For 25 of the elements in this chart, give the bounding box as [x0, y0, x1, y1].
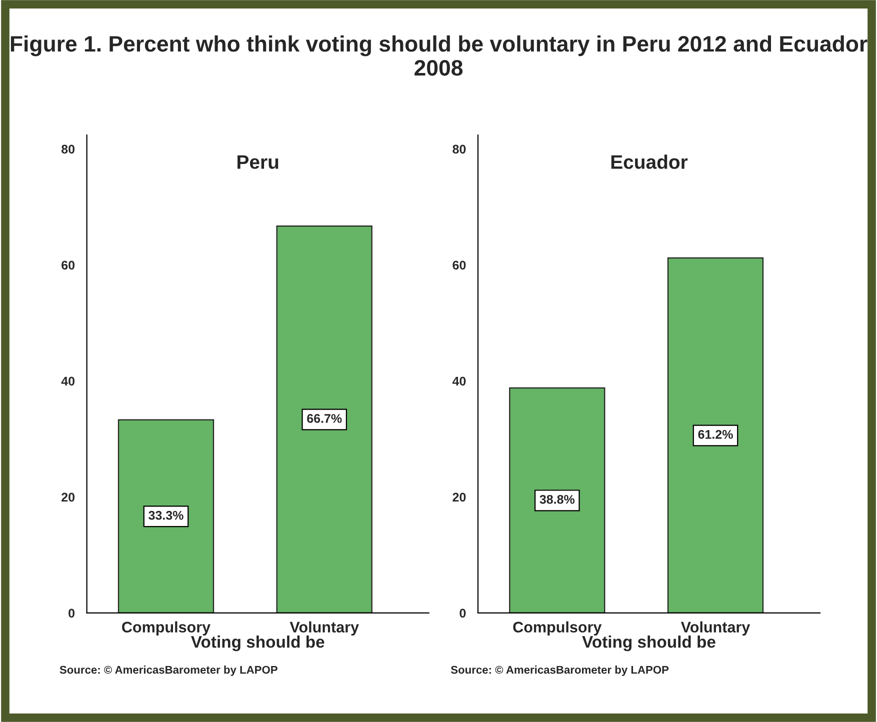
y-tick-label: 0 [68, 608, 75, 618]
data-label: 38.8% [540, 494, 575, 504]
source-note: Source: © AmericasBarometer by LAPOP [450, 666, 669, 676]
x-axis-title: Voting should be [190, 636, 324, 652]
x-tick-label: Compulsory [513, 621, 602, 636]
data-label: 33.3% [148, 510, 184, 520]
y-tick-label: 20 [452, 492, 466, 502]
y-tick-label: 40 [61, 376, 75, 386]
data-label: 61.2% [698, 430, 733, 439]
x-tick-label: Voluntary [680, 621, 750, 636]
y-tick-label: 80 [452, 144, 466, 154]
data-label: 66.7% [307, 414, 342, 423]
y-tick-label: 60 [452, 260, 466, 270]
y-tick-label: 20 [62, 492, 75, 502]
y-tick-label: 0 [460, 608, 466, 618]
text: Peru [238, 155, 278, 169]
source-note: Source: © AmericasBarometer by LAPOP [60, 666, 278, 676]
x-tick-label: Compulsory [122, 621, 210, 636]
text: Ecuador [611, 154, 688, 169]
chart-title: Figure 1. Percent who think voting should be voluntary in Peru 2012 and Ecuador 2008 [10, 35, 868, 76]
x-tick-label: Voluntary [290, 621, 359, 636]
y-tick-label: 80 [62, 144, 75, 154]
y-tick-label: 40 [452, 376, 466, 386]
x-axis-title: Voting should be [582, 636, 716, 652]
y-tick-label: 60 [62, 260, 75, 270]
